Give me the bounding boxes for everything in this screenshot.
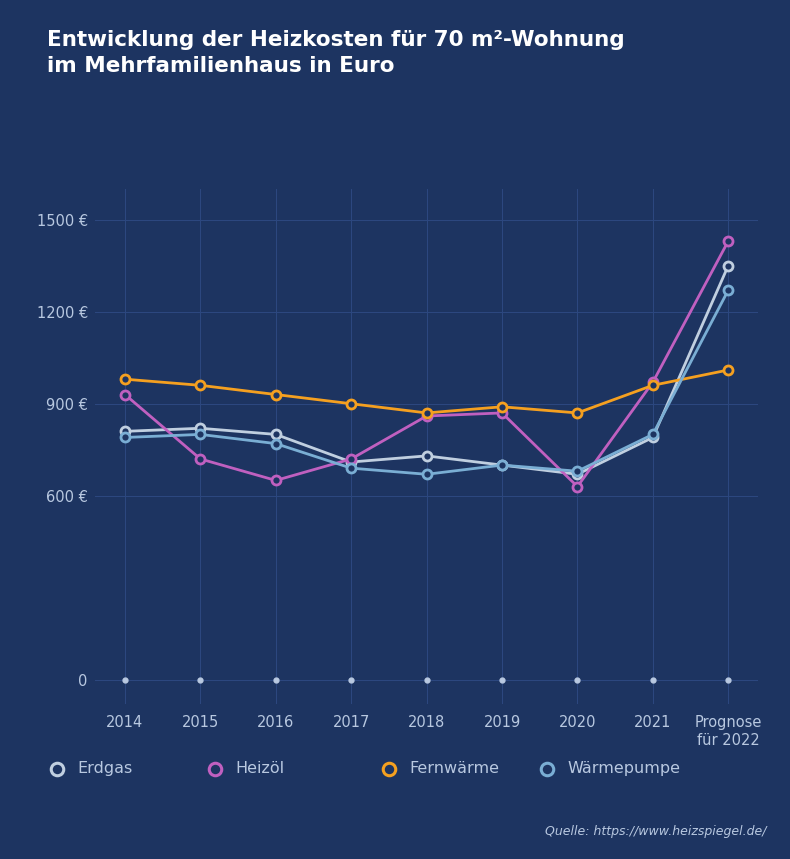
Text: Erdgas: Erdgas [77,761,133,777]
Text: Fernwärme: Fernwärme [409,761,499,777]
Text: Entwicklung der Heizkosten für 70 m²-Wohnung
im Mehrfamilienhaus in Euro: Entwicklung der Heizkosten für 70 m²-Woh… [47,30,625,76]
Text: Heizöl: Heizöl [235,761,284,777]
Text: Quelle: https://www.heizspiegel.de/: Quelle: https://www.heizspiegel.de/ [545,825,766,838]
Text: Wärmepumpe: Wärmepumpe [567,761,680,777]
